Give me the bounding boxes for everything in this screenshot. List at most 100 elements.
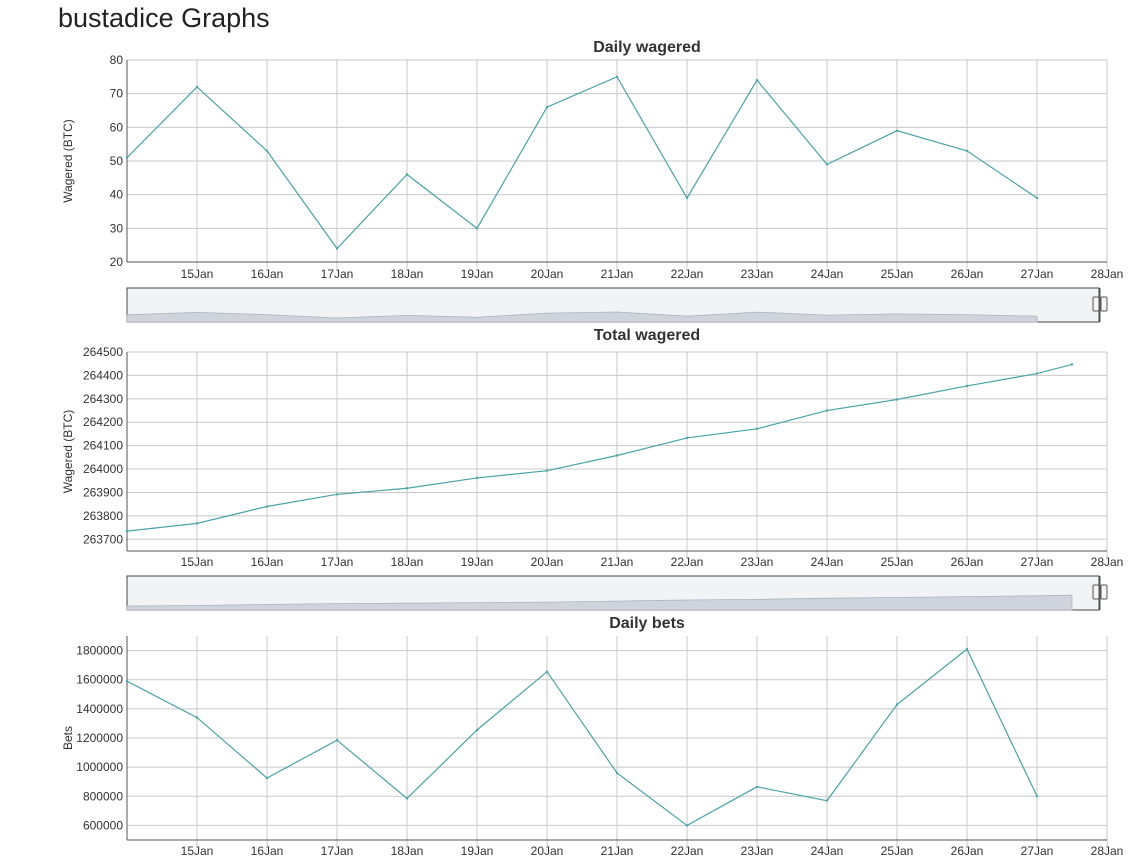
data-point (265, 149, 269, 153)
y-tick-label: 264300 (83, 392, 123, 406)
x-tick-label: 27Jan (1021, 844, 1054, 858)
y-tick-label: 50 (110, 154, 124, 168)
range-navigator[interactable] (126, 287, 1108, 323)
y-tick-label: 1000000 (76, 760, 123, 774)
data-point (195, 522, 199, 525)
y-tick-label: 264500 (83, 345, 123, 359)
data-point (475, 227, 479, 230)
navigator-handle-right[interactable] (1100, 584, 1108, 600)
navigator-handle[interactable] (1092, 288, 1108, 322)
x-tick-label: 18Jan (391, 555, 424, 569)
data-point (1035, 372, 1039, 375)
y-tick-label: 263900 (83, 485, 123, 499)
y-tick-label: 1800000 (76, 644, 123, 658)
y-tick-label: 600000 (83, 818, 123, 832)
x-tick-label: 16Jan (251, 555, 284, 569)
data-point (335, 738, 339, 742)
data-point (615, 771, 619, 775)
x-tick-label: 24Jan (811, 267, 844, 281)
data-point (685, 196, 689, 200)
y-tick-label: 264000 (83, 462, 123, 476)
data-point (545, 670, 549, 673)
y-tick-label: 70 (110, 87, 124, 101)
data-point (545, 105, 549, 109)
data-point (895, 398, 899, 401)
data-point (265, 505, 269, 508)
y-axis-label: Wagered (BTC) (61, 119, 75, 203)
x-tick-label: 23Jan (741, 555, 774, 569)
x-tick-label: 28Jan (1091, 844, 1124, 858)
x-tick-label: 26Jan (951, 555, 984, 569)
data-point (1070, 363, 1074, 366)
data-point (965, 384, 969, 388)
navigator-handle-left[interactable] (1092, 584, 1100, 600)
data-point (615, 75, 619, 79)
navigator-handle[interactable] (1092, 576, 1108, 610)
navigator-series (126, 311, 1038, 323)
x-tick-label: 17Jan (321, 267, 354, 281)
data-point (685, 824, 689, 827)
x-tick-label: 16Jan (251, 844, 284, 858)
x-tick-label: 25Jan (881, 267, 914, 281)
data-point (1035, 795, 1039, 798)
x-tick-label: 23Jan (741, 844, 774, 858)
x-tick-label: 24Jan (811, 555, 844, 569)
data-point (895, 703, 899, 706)
navigator-handle-left[interactable] (1092, 296, 1100, 312)
data-point (755, 427, 759, 430)
x-tick-label: 26Jan (951, 267, 984, 281)
data-point (615, 454, 619, 457)
x-tick-label: 16Jan (251, 267, 284, 281)
series-line (126, 648, 1038, 827)
x-tick-label: 15Jan (181, 555, 214, 569)
data-point (825, 799, 829, 802)
data-point (265, 776, 269, 780)
x-tick-label: 21Jan (601, 555, 634, 569)
navigator-series (126, 594, 1073, 611)
page-title: bustadice Graphs (58, 3, 270, 33)
chart-title: Total wagered (594, 327, 700, 344)
x-tick-label: 21Jan (601, 844, 634, 858)
x-tick-label: 25Jan (881, 844, 914, 858)
data-point (405, 173, 409, 176)
data-point (475, 476, 479, 480)
data-point (125, 529, 129, 533)
x-tick-label: 24Jan (811, 844, 844, 858)
data-point (825, 409, 829, 412)
data-point (195, 85, 199, 89)
data-point (405, 797, 409, 800)
y-tick-label: 264100 (83, 439, 123, 453)
data-point (965, 647, 969, 651)
y-tick-label: 1400000 (76, 702, 123, 716)
navigator-handle-right[interactable] (1100, 296, 1108, 312)
x-tick-label: 20Jan (531, 555, 564, 569)
x-tick-label: 18Jan (391, 844, 424, 858)
data-point (685, 436, 689, 440)
x-tick-label: 27Jan (1021, 267, 1054, 281)
data-point (475, 728, 479, 732)
x-tick-label: 21Jan (601, 267, 634, 281)
x-tick-label: 22Jan (671, 555, 704, 569)
x-tick-label: 20Jan (531, 844, 564, 858)
data-point (755, 785, 759, 789)
y-tick-label: 40 (110, 188, 124, 202)
y-tick-label: 1600000 (76, 673, 123, 687)
y-tick-label: 264400 (83, 368, 123, 382)
chart-daily-bets: Daily bets 600000 800000 1000000 1200000 1400… (61, 615, 1123, 858)
y-tick-label: 30 (110, 221, 124, 235)
data-point (965, 149, 969, 153)
x-tick-label: 18Jan (391, 267, 424, 281)
x-tick-label: 27Jan (1021, 555, 1054, 569)
data-point (1035, 196, 1039, 200)
x-tick-label: 23Jan (741, 267, 774, 281)
range-navigator[interactable] (126, 575, 1108, 611)
y-tick-label: 60 (110, 120, 124, 134)
x-tick-label: 26Jan (951, 844, 984, 858)
y-tick-label: 1200000 (76, 731, 123, 745)
y-tick-label: 800000 (83, 789, 123, 803)
x-tick-label: 28Jan (1091, 267, 1124, 281)
x-tick-label: 22Jan (671, 267, 704, 281)
y-axis-label: Bets (61, 726, 75, 750)
x-tick-label: 22Jan (671, 844, 704, 858)
